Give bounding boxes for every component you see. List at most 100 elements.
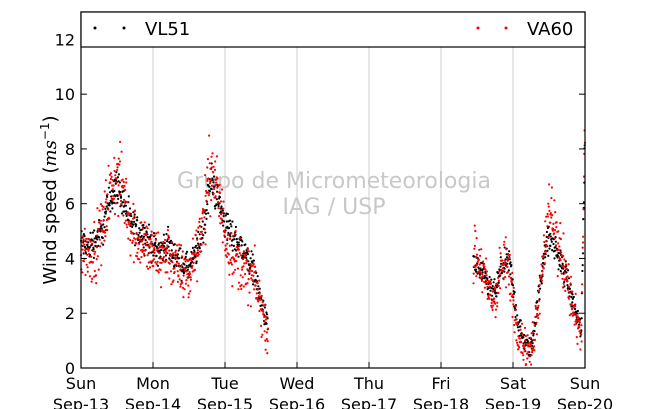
point-VA60-203 [145,265,148,268]
point-VA60-538 [254,284,257,287]
point-VA60-48 [95,258,98,261]
point-VL51-468 [231,249,234,252]
point-VL51-412 [213,185,216,188]
point-VA60-235 [155,249,159,252]
point-VA60-830 [553,228,557,232]
point-VA60-411 [213,187,216,191]
point-VA60-285 [172,279,175,282]
point-VL51-777 [536,306,539,309]
point-VL51-464 [230,225,233,228]
point-VA60-574 [265,331,268,334]
point-VA60-389 [206,166,209,169]
point-VA60-811 [547,205,550,208]
point-VA60-249 [160,261,163,264]
point-VA60-762 [531,330,535,333]
point-VA60-216 [149,242,152,245]
point-VA60-513 [246,268,249,271]
point-VL51-858 [563,280,566,284]
point-VL51-737 [523,341,527,344]
point-VA60-338 [189,257,192,260]
point-VA60-223 [152,264,155,268]
point-VA60-673 [503,240,506,243]
point-VA60-72 [103,239,106,242]
point-VA60-470 [232,234,235,237]
point-VA60-214 [149,260,152,263]
point-VA60-452 [226,237,229,240]
point-VA60-776 [536,308,539,311]
point-VL51-376 [201,220,204,223]
point-VA60-598 [478,263,481,266]
point-VL51-780 [537,291,540,294]
point-VA60-866 [565,267,568,270]
point-VA60-51 [96,207,99,210]
point-VL51-170 [135,223,138,226]
point-VL51-460 [228,219,232,222]
point-VA60-229 [154,254,157,257]
point-VL51-63 [100,224,103,227]
point-VA60-191 [141,227,145,230]
point-VA60-236 [156,260,159,263]
point-VA60-491 [239,237,242,240]
point-VA60-294 [175,253,178,256]
point-VL51-715 [516,326,520,329]
point-VA60-849 [560,251,563,254]
point-VA60-885 [571,314,574,317]
point-VL51-656 [497,281,500,284]
point-VA60-35 [91,242,94,245]
point-VA60-917 [582,235,585,238]
point-VL51-581 [473,255,476,258]
point-VA60-25 [88,252,91,255]
y-tick-label-10: 10 [55,85,75,104]
point-VL51-331 [187,266,190,269]
point-VA60-622 [486,297,489,300]
point-VA60-241 [157,251,161,254]
point-VL51-472 [232,244,235,247]
point-VA60-155 [130,223,133,227]
point-VL51-883 [571,301,574,304]
point-VA60-112 [116,168,119,171]
point-VA60-831 [554,211,557,214]
point-VA60-436 [221,188,224,191]
point-VA60-104 [113,169,116,173]
point-VA60-4 [81,271,84,274]
point-VA60-596 [478,248,481,251]
point-VA60-716 [517,348,520,351]
legend-marker-vl51-1 [93,26,97,30]
point-VL51-574 [265,313,269,316]
point-VA60-702 [512,299,515,302]
point-VA60-69 [102,219,105,222]
point-VL51-148 [127,195,130,198]
point-VA60-188 [140,240,144,243]
point-VA60-365 [198,220,201,223]
point-VA60-270 [167,237,170,240]
point-VA60-543 [255,292,258,295]
point-VA60-386 [205,189,208,193]
point-VA60-577 [266,327,269,330]
point-VA60-585 [474,265,477,268]
point-VA60-777 [536,314,540,317]
point-VL51-439 [222,224,225,227]
point-VA60-759 [531,351,534,354]
point-VA60-827 [552,232,556,235]
point-VA60-896 [575,322,578,325]
point-VA60-864 [564,263,568,266]
x-tick-label-3: Wed Sep-16 [269,374,325,409]
point-VA60-304 [178,265,181,268]
point-VA60-774 [535,333,539,336]
point-VL51-631 [489,289,492,292]
point-VA60-738 [524,339,527,342]
point-VL51-688 [508,250,511,253]
point-VA60-728 [521,322,524,325]
point-VA60-914 [581,283,584,286]
point-VA60-587 [475,275,478,278]
point-VL51-467 [231,220,234,223]
point-VA60-690 [508,253,511,256]
point-VL51-398 [208,190,211,193]
point-VL51-624 [487,292,490,295]
point-VL51-40 [92,256,95,259]
point-VA60-225 [152,258,156,261]
point-VA60-684 [506,258,509,261]
point-VA60-352 [193,268,197,271]
point-VA60-522 [249,268,252,271]
